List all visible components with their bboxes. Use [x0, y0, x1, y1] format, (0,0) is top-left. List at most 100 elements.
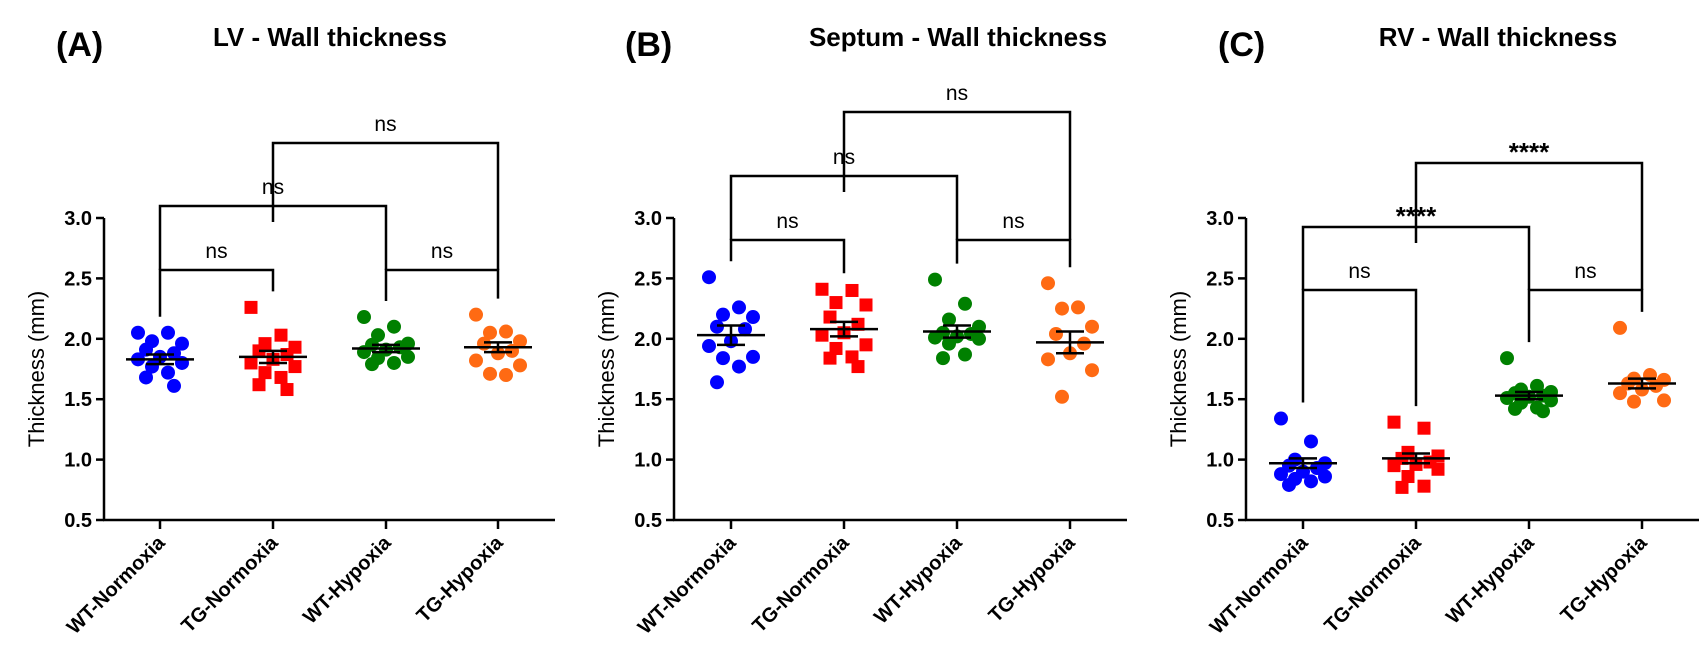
data-point [716, 307, 730, 322]
data-point [732, 359, 746, 374]
data-point [387, 319, 401, 334]
data-point [131, 325, 145, 340]
significance-label: ns [946, 82, 968, 105]
x-tick-label-tg-hypoxia: TG-Hypoxia [413, 531, 509, 627]
y-tick-label: 2.0 [634, 329, 662, 351]
significance-label: ns [1574, 260, 1596, 283]
data-point [1041, 276, 1055, 291]
data-point [958, 347, 972, 362]
data-point [1318, 469, 1332, 484]
data-point [499, 324, 513, 339]
data-point [1387, 459, 1401, 473]
data-point [936, 351, 950, 366]
data-point [702, 270, 716, 285]
y-tick-label: 0.5 [634, 510, 662, 532]
panel-label: (C) [1218, 26, 1265, 64]
data-point [244, 356, 258, 370]
data-point [942, 336, 956, 351]
y-tick-label: 2.5 [64, 268, 92, 290]
data-point [1055, 389, 1069, 404]
data-point [244, 300, 258, 314]
data-point [175, 355, 189, 370]
data-point [746, 310, 760, 325]
data-point [1500, 351, 1514, 366]
data-point [1387, 415, 1401, 429]
data-point [513, 334, 527, 349]
significance-bracket [158, 268, 275, 317]
significance-bracket [271, 141, 500, 270]
data-point [1508, 401, 1522, 416]
data-point [972, 331, 986, 346]
data-point [1544, 393, 1558, 408]
data-point [1049, 326, 1063, 341]
x-tick-label-wt-normoxia: WT-Normoxia [634, 531, 741, 638]
data-point [513, 358, 527, 373]
data-point [823, 351, 837, 365]
data-point [357, 345, 371, 360]
significance-label: ns [1348, 260, 1370, 283]
data-point [928, 272, 942, 287]
data-point [1431, 462, 1445, 476]
data-point [928, 330, 942, 345]
significance-label: ns [431, 240, 453, 263]
significance-bracket [384, 268, 500, 302]
data-point [845, 283, 859, 297]
y-tick-label: 3.0 [634, 208, 662, 230]
data-point [252, 378, 266, 392]
data-point [1657, 393, 1671, 408]
data-point [1417, 421, 1431, 435]
x-tick-label-tg-normoxia: TG-Normoxia [1320, 531, 1426, 637]
y-tick-label: 2.5 [634, 268, 662, 290]
data-point [161, 365, 175, 380]
y-axis-title: Thickness (mm) [24, 291, 49, 447]
significance-label: **** [1509, 137, 1550, 167]
y-tick-label: 1.0 [1206, 450, 1234, 472]
x-tick-label-tg-normoxia: TG-Normoxia [177, 531, 283, 637]
data-point [746, 349, 760, 364]
significance-bracket [842, 110, 1072, 240]
data-point [401, 349, 415, 364]
x-tick-label-wt-hypoxia: WT-Hypoxia [299, 531, 396, 628]
data-point [815, 328, 829, 342]
data-point [1282, 477, 1296, 492]
chart-title: RV - Wall thickness [1379, 22, 1617, 52]
y-tick-label: 2.0 [64, 329, 92, 351]
data-point [1304, 474, 1318, 489]
data-point [139, 370, 153, 385]
significance-bracket [1301, 288, 1418, 407]
chart-title: LV - Wall thickness [213, 22, 447, 52]
data-point [167, 378, 181, 393]
significance-bracket [1414, 161, 1644, 290]
data-point [1304, 434, 1318, 449]
data-point [288, 360, 302, 374]
y-tick-label: 0.5 [64, 510, 92, 532]
y-tick-label: 1.5 [64, 389, 92, 411]
data-point [365, 357, 379, 372]
data-point [859, 338, 873, 352]
data-point [823, 310, 837, 324]
chart-panel-1: (A) LV - Wall thickness 0.5 1.0 1.5 2.0 2.5 3.0… [24, 22, 555, 639]
x-tick-label-tg-normoxia: TG-Normoxia [748, 531, 854, 637]
significance-label: ns [374, 113, 396, 136]
data-point [851, 360, 865, 374]
data-point [274, 370, 288, 384]
data-point [258, 366, 272, 380]
data-point [469, 353, 483, 368]
x-tick-label-wt-hypoxia: WT-Hypoxia [870, 531, 967, 628]
data-point [499, 368, 513, 383]
data-point [710, 375, 724, 390]
data-point [1395, 480, 1409, 494]
data-point [702, 339, 716, 354]
y-tick-label: 1.0 [634, 450, 662, 472]
data-point [1071, 300, 1085, 315]
x-tick-label-tg-hypoxia: TG-Hypoxia [985, 531, 1081, 627]
data-point [469, 307, 483, 322]
data-point [1055, 301, 1069, 316]
chart-panel-2: (B) Septum - Wall thickness 0.5 1.0 1.5 2.0 2.… [594, 22, 1127, 639]
data-point [280, 383, 294, 397]
y-tick-label: 3.0 [64, 208, 92, 230]
data-point [942, 312, 956, 327]
data-point [175, 336, 189, 351]
data-point [1274, 411, 1288, 426]
data-point [139, 342, 153, 357]
